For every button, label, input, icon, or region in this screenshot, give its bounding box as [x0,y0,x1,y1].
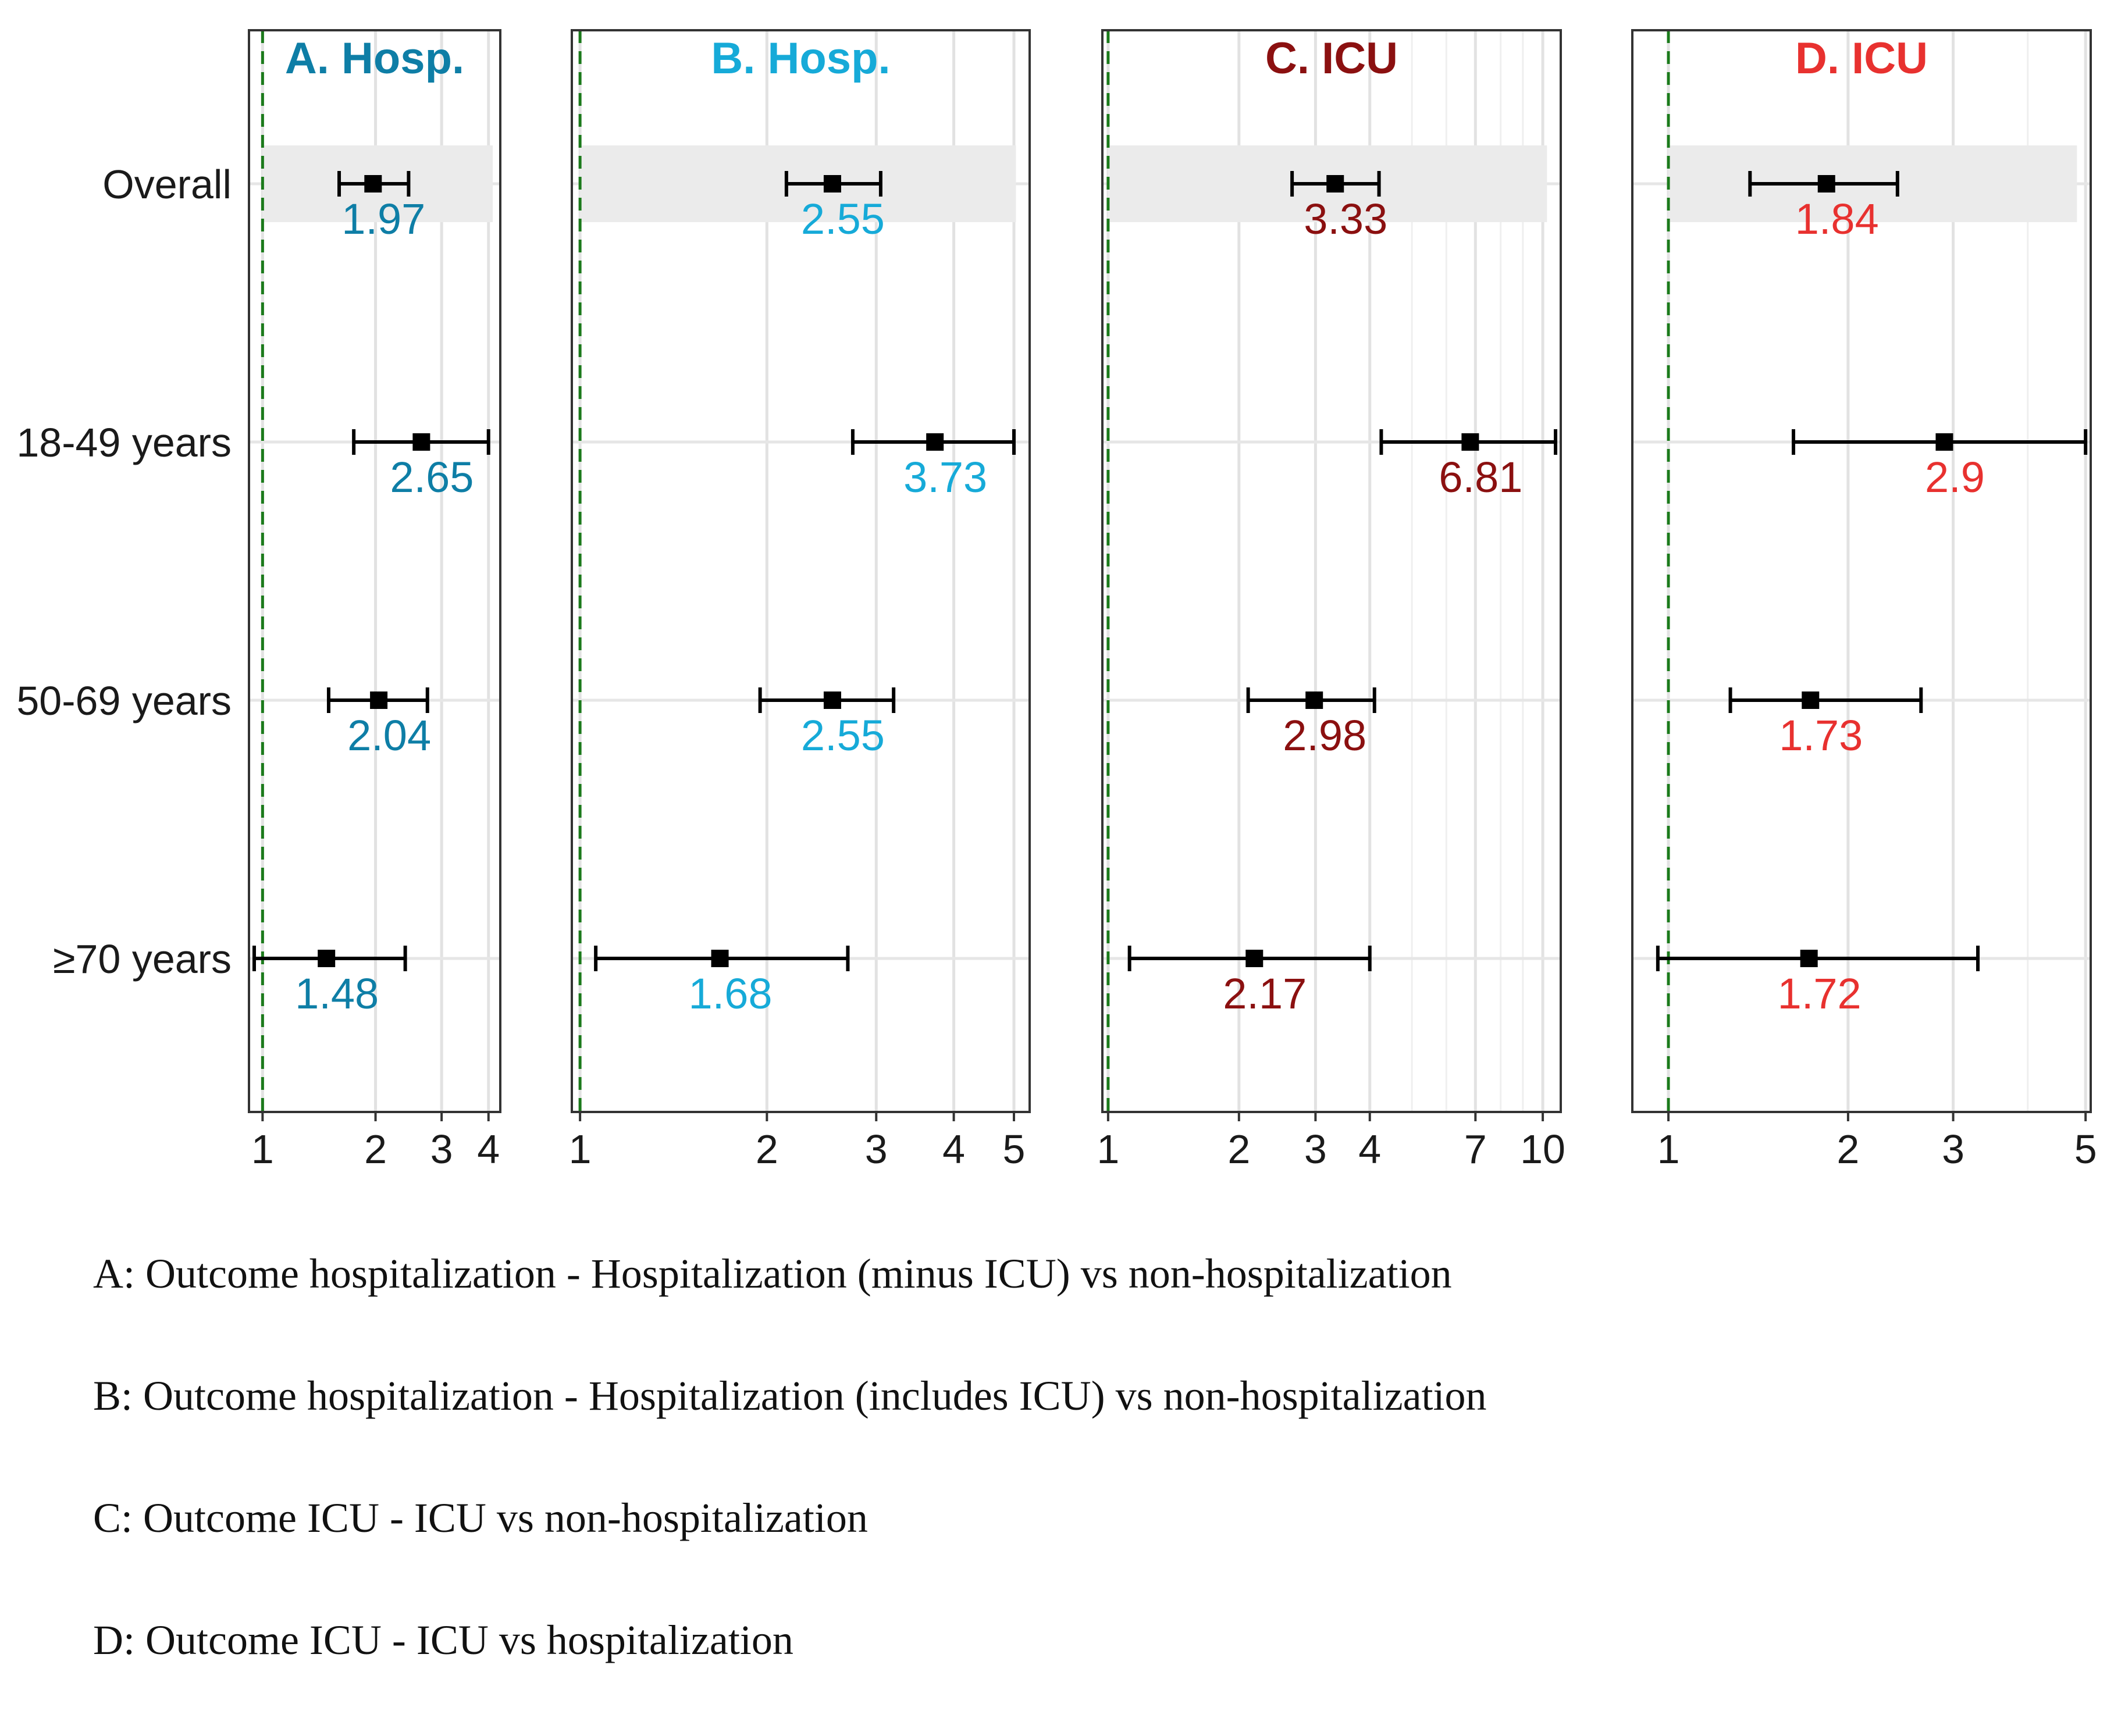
point-estimate [1305,691,1323,709]
estimate-label: 1.97 [341,195,425,243]
estimate-label: 1.68 [689,969,773,1018]
panel-title: D. ICU [1795,34,1928,83]
panel-b: 2.55 3.73 2.55 1.68 B. Hosp. 1 2 3 4 5 [569,29,1031,1172]
x-tick-label: 2 [1227,1127,1250,1172]
forest-plot: Overall 18-49 years 50-69 years ≥70 years 1.… [16,29,2097,1172]
estimate-label: 6.81 [1439,453,1522,501]
estimate-label: 1.72 [1778,969,1862,1018]
panel-border [1631,29,2092,1113]
estimate-label: 2.65 [390,453,474,501]
x-tick-label: 5 [1003,1127,1026,1172]
panel-border [1101,29,1562,1113]
estimate-label: 2.55 [801,711,885,760]
panel-a: 1.97 2.65 2.04 1.48 A. Hosp. 1 2 3 4 [248,29,501,1172]
point-estimate [370,691,388,709]
x-tick-label: 3 [430,1127,453,1172]
estimate-label: 1.48 [295,969,379,1018]
point-estimate [1326,175,1344,193]
caption-line-a: A: Outcome hospitalization - Hospitaliza… [93,1250,1452,1297]
panel-title: C. ICU [1265,34,1398,83]
panel-c: 3.33 6.81 2.98 2.17 C. ICU 1 2 3 4 7 10 [1097,29,1565,1172]
x-tick-label: 7 [1464,1127,1487,1172]
estimate-label: 3.73 [903,453,987,501]
x-tick-label: 5 [2074,1127,2097,1172]
row-label: 50-69 years [16,678,232,723]
x-tick-label: 1 [251,1127,274,1172]
x-tick-label: 3 [865,1127,888,1172]
x-tick-label: 2 [756,1127,778,1172]
caption-line-c: C: Outcome ICU - ICU vs non-hospitalizat… [93,1495,868,1541]
point-estimate [1817,175,1835,193]
row-label: 18-49 years [16,420,232,465]
x-tick-label: 3 [1942,1127,1964,1172]
x-tick-label: 1 [1657,1127,1680,1172]
x-tick-label: 3 [1304,1127,1327,1172]
panel-title: B. Hosp. [711,34,890,83]
estimate-label: 2.98 [1283,711,1366,760]
estimate-label: 2.9 [1925,453,1985,501]
point-estimate [1935,433,1953,451]
point-estimate [1245,950,1264,967]
row-label: ≥70 years [53,936,232,982]
x-tick-label: 4 [477,1127,500,1172]
x-tick-label: 1 [1097,1127,1119,1172]
caption-line-d: D: Outcome ICU - ICU vs hospitalization [93,1617,793,1663]
x-tick-label: 2 [364,1127,387,1172]
x-tick-label: 4 [942,1127,965,1172]
point-estimate [1800,950,1818,967]
panel-d: 1.84 2.9 1.73 1.72 D. ICU 1 2 3 5 [1631,29,2097,1172]
row-label: Overall [102,162,232,207]
caption-line-b: B: Outcome hospitalization - Hospitaliza… [93,1373,1487,1419]
estimate-label: 2.55 [801,195,885,243]
point-estimate [711,950,729,967]
point-estimate [926,433,944,451]
x-tick-label: 2 [1836,1127,1859,1172]
point-estimate [823,175,841,193]
point-estimate [1461,433,1479,451]
x-tick-label: 4 [1358,1127,1381,1172]
panel-border [571,29,1031,1113]
estimate-label: 1.84 [1795,195,1879,243]
x-tick-label: 1 [569,1127,592,1172]
estimate-label: 3.33 [1304,195,1387,243]
point-estimate [412,433,430,451]
panel-title: A. Hosp. [285,34,464,83]
figure-caption: A: Outcome hospitalization - Hospitaliza… [93,1247,2071,1736]
point-estimate [364,175,382,193]
estimate-label: 2.17 [1223,969,1307,1018]
estimate-label: 1.73 [1779,711,1863,760]
point-estimate [1802,691,1820,709]
x-tick-label: 10 [1520,1127,1565,1172]
point-estimate [318,950,336,967]
point-estimate [823,691,841,709]
estimate-label: 2.04 [347,711,431,760]
